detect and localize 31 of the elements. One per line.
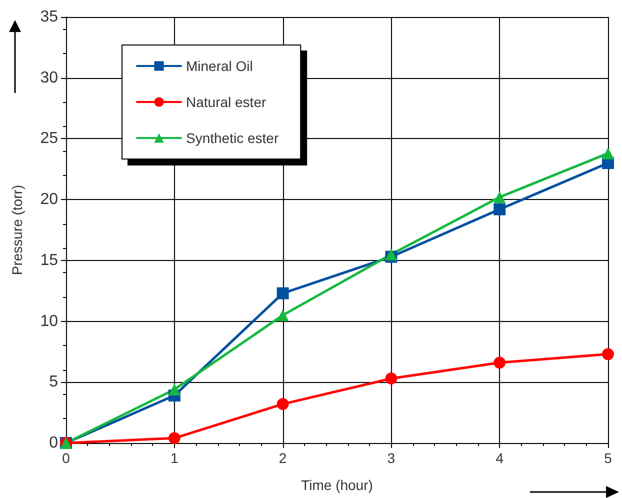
point: [494, 191, 506, 204]
x-tick-label: 4: [496, 450, 504, 466]
point: [385, 372, 398, 384]
y-tick-label: 15: [40, 252, 58, 269]
x-tick-label: 3: [387, 450, 396, 466]
y-tick-label: 10: [40, 312, 58, 330]
point: [494, 203, 506, 216]
point: [276, 287, 289, 300]
point: [494, 356, 506, 369]
y-tick-label: 35: [40, 8, 58, 26]
legend-label: Natural ester: [186, 94, 266, 110]
x-axis-title: Time (hour): [301, 477, 373, 493]
y-tick-label: 20: [40, 191, 58, 208]
legend-label: Mineral Oil: [186, 58, 253, 74]
x-tick-label: 1: [170, 450, 178, 466]
x-tick-label: 5: [604, 450, 612, 466]
y-tick-label: 30: [40, 69, 58, 86]
y-tick-label: 0: [49, 434, 58, 452]
x-tick-label: 2: [278, 450, 287, 466]
y-axis-title: Pressure (torr): [9, 184, 25, 276]
point: [276, 309, 289, 322]
point: [602, 348, 614, 360]
point: [276, 398, 289, 410]
point: [602, 147, 614, 160]
y-tick-label: 5: [49, 374, 58, 391]
y-tick-label: 25: [40, 130, 58, 148]
x-tick-label: 0: [62, 450, 70, 466]
point: [385, 248, 398, 260]
point: [168, 432, 180, 444]
point: [168, 383, 180, 396]
legend-label: Synthetic ester: [186, 130, 279, 146]
